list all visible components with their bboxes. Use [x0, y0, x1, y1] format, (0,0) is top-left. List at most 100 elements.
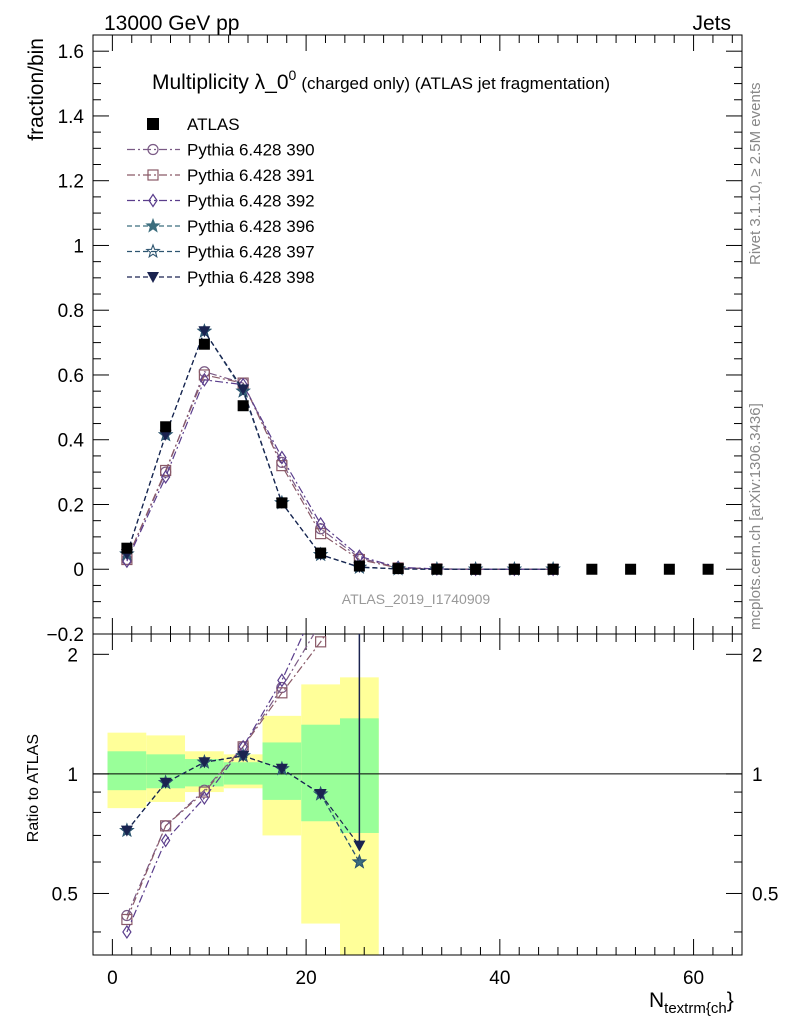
- ratio-point-6: [198, 757, 211, 769]
- atlas-data-point: [547, 563, 559, 575]
- series-point-6: [159, 429, 172, 441]
- series-point-6: [237, 384, 250, 396]
- series-line-5: [126, 329, 554, 570]
- series-point-3: [315, 516, 326, 531]
- ratio-point-2: [276, 687, 288, 699]
- ratio-point-3: [277, 673, 287, 688]
- ratio-plot-frame: [92, 633, 743, 956]
- band-inner: [107, 751, 147, 791]
- ratio-tick-label-right: 2: [752, 645, 763, 666]
- series-point-3: [277, 450, 287, 465]
- atlas-data-point: [702, 563, 714, 575]
- ratio-point-3: [355, 529, 363, 541]
- legend-marker-4: [145, 217, 161, 233]
- ratio-point-3: [199, 790, 210, 806]
- legend-marker-6: [147, 272, 159, 283]
- ratio-point-6: [353, 840, 366, 852]
- legend-marker-3: [148, 193, 158, 208]
- ratio-tick-label-right: 0.5: [752, 884, 778, 905]
- mcplots-label: mcplots.cern.ch [arXiv:1306.3436]: [747, 403, 764, 630]
- ratio-series-group: [119, 529, 368, 940]
- rivet-version-label: Rivet 3.1.10, ≥ 2.5M events: [747, 83, 764, 266]
- atlas-data-point: [276, 497, 288, 509]
- series-point-2: [160, 464, 172, 477]
- legend-marker-1: [147, 143, 159, 156]
- ratio-point-6: [314, 788, 327, 800]
- ratio-point-2: [315, 636, 327, 648]
- ratio-point-1: [316, 618, 326, 628]
- legend-label-1: Pythia 6.428 390: [187, 141, 315, 160]
- series-line-2: [126, 374, 554, 570]
- analysis-watermark: ATLAS_2019_I1740909: [342, 591, 491, 607]
- y-tick-label: 0.8: [58, 301, 84, 322]
- x-tick-label: 60: [683, 968, 704, 989]
- y-tick-label: 1.2: [58, 172, 84, 193]
- ratio-point-6: [275, 763, 288, 775]
- atlas-data-point: [625, 563, 637, 575]
- legend: ATLAS Pythia 6.428 390 Pythia 6.428 391 Pyt…: [127, 115, 315, 287]
- legend-marker-5: [145, 243, 161, 259]
- ratio-point-3: [317, 590, 325, 602]
- atlas-data-point: [663, 563, 675, 575]
- chart-title-sup: 0: [289, 67, 297, 83]
- y-tick-label: 0.4: [58, 431, 85, 452]
- x-axis-label: Ntextrm{ch}: [649, 989, 734, 1017]
- y-tick-label: 0.2: [58, 495, 84, 516]
- x-axis-label-end: }: [727, 989, 734, 1012]
- x-tick-label: 40: [489, 968, 510, 989]
- y-axis-label: fraction/bin: [25, 38, 48, 141]
- chart-title-main: Multiplicity λ_0: [152, 71, 289, 94]
- legend-label-5: Pythia 6.428 397: [187, 243, 315, 262]
- atlas-data-point: [198, 338, 210, 350]
- x-axis-label-main: N: [649, 989, 664, 1012]
- legend-label-3: Pythia 6.428 392: [187, 192, 315, 211]
- atlas-data-point: [353, 560, 365, 572]
- legend-label-2: Pythia 6.428 391: [187, 166, 315, 185]
- ratio-y-axis-label: Ratio to ATLAS: [25, 734, 42, 842]
- ratio-tick-label-left: 2: [67, 645, 78, 666]
- series-point-3: [199, 372, 210, 387]
- x-tick-label: 20: [296, 968, 317, 989]
- y-tick-label: −0.2: [46, 625, 84, 646]
- y-tick-label: 1.6: [58, 42, 84, 63]
- series-point-2: [276, 460, 288, 472]
- y-tick-label: 1: [73, 236, 84, 257]
- ratio-point-5: [351, 853, 368, 869]
- ratio-point-2: [160, 820, 172, 832]
- ratio-point-3: [122, 924, 132, 940]
- atlas-data-point: [431, 563, 443, 575]
- series-line-4: [126, 329, 554, 570]
- atlas-data-point: [160, 421, 172, 433]
- y-tick-label: 1.4: [58, 107, 85, 128]
- x-tick-label: 0: [107, 968, 118, 989]
- legend-label-4: Pythia 6.428 396: [187, 217, 315, 236]
- atlas-data-point: [315, 547, 327, 559]
- ratio-point-3: [160, 833, 171, 848]
- ratio-tick-label-left: 1: [67, 765, 78, 786]
- ratio-line-2: [126, 634, 327, 920]
- y-tick-label: 0: [73, 560, 84, 581]
- series-point-2: [315, 528, 327, 540]
- series-point-3: [160, 469, 171, 485]
- atlas-data-point: [508, 563, 520, 575]
- axes: 0 20 40 60−0.200.20.40.60.811.21.41.60.5 0.5…: [46, 34, 778, 989]
- ratio-point-6: [159, 777, 172, 789]
- legend-marker-atlas: [147, 118, 159, 130]
- ratio-point-2: [121, 913, 133, 926]
- ratio-point-2: [354, 579, 364, 589]
- header-energy-label: 13000 GeV pp: [104, 12, 239, 35]
- ratio-tick-label-right: 1: [752, 765, 763, 786]
- header-jets-label: Jets: [692, 12, 731, 35]
- band-inner: [301, 724, 341, 822]
- atlas-data-point: [392, 563, 404, 575]
- atlas-data-point: [121, 542, 133, 554]
- ratio-tick-label-left: 0.5: [52, 884, 78, 905]
- series-line-6: [126, 329, 554, 570]
- y-tick-label: 0.6: [58, 366, 84, 387]
- x-axis-label-sub: textrm{ch: [664, 1000, 727, 1017]
- legend-label-atlas: ATLAS: [187, 115, 240, 134]
- ratio-point-6: [237, 750, 250, 762]
- atlas-data-point: [586, 563, 598, 575]
- atlas-data-point: [237, 400, 249, 412]
